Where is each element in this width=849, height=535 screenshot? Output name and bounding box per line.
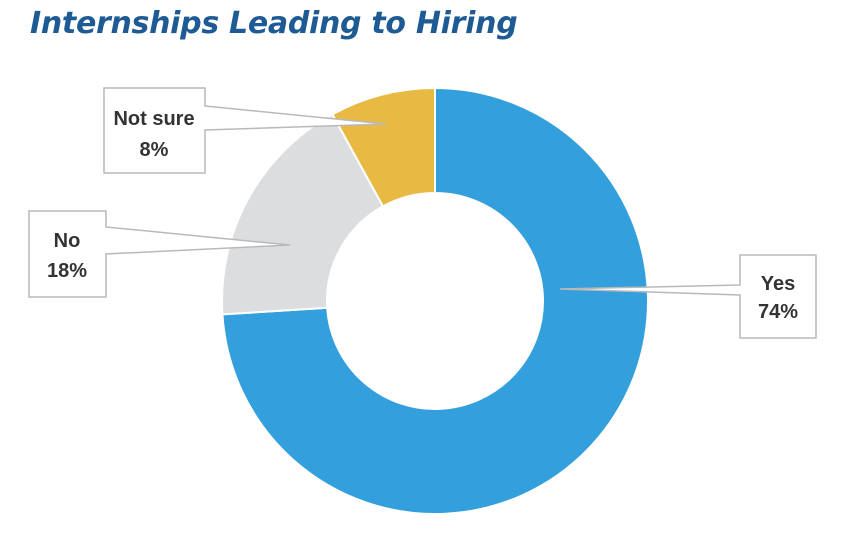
callout-not-sure-pointer (103, 87, 387, 174)
slice-not-sure (331, 86, 436, 208)
slice-label-no: No (54, 230, 81, 252)
slice-value-no: 18% (47, 260, 87, 282)
slice-label-yes: Yes (761, 273, 795, 295)
slice-value-not-sure: 8% (140, 139, 169, 161)
callout-yes-pointer (559, 254, 817, 339)
slice-label-not-sure: Not sure (113, 108, 194, 130)
donut-slices (221, 86, 649, 515)
callout-no: No 18% (28, 210, 291, 298)
slice-value-yes: 74% (758, 301, 798, 323)
callout-yes: Yes 74% (559, 254, 817, 339)
callout-no-pointer (28, 210, 291, 298)
chart-title: Internships Leading to Hiring (30, 6, 518, 41)
callout-not-sure: Not sure 8% (103, 87, 387, 174)
slice-yes (221, 86, 649, 515)
